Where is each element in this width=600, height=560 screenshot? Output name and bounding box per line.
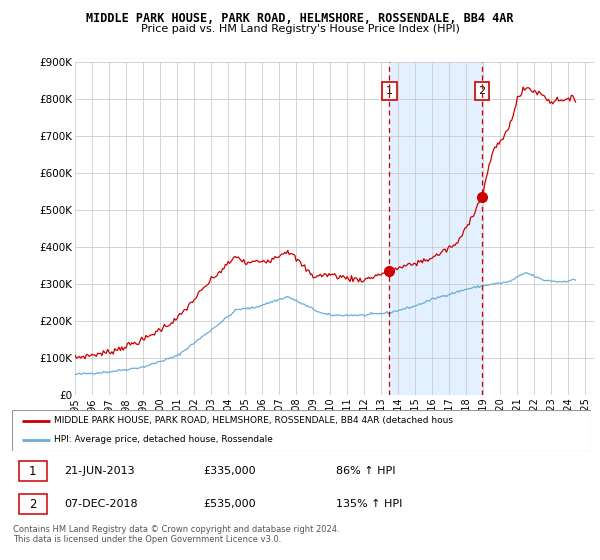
Text: MIDDLE PARK HOUSE, PARK ROAD, HELMSHORE, ROSSENDALE, BB4 4AR: MIDDLE PARK HOUSE, PARK ROAD, HELMSHORE,… xyxy=(86,12,514,25)
Bar xyxy=(19,461,47,481)
Text: 2: 2 xyxy=(29,498,37,511)
Text: £535,000: £535,000 xyxy=(203,499,256,509)
Text: 07-DEC-2018: 07-DEC-2018 xyxy=(64,499,138,509)
Text: £335,000: £335,000 xyxy=(203,466,256,476)
Text: Price paid vs. HM Land Registry's House Price Index (HPI): Price paid vs. HM Land Registry's House … xyxy=(140,24,460,34)
Text: 135% ↑ HPI: 135% ↑ HPI xyxy=(336,499,403,509)
Bar xyxy=(19,494,47,514)
Text: MIDDLE PARK HOUSE, PARK ROAD, HELMSHORE, ROSSENDALE, BB4 4AR (detached hous: MIDDLE PARK HOUSE, PARK ROAD, HELMSHORE,… xyxy=(53,417,452,426)
Text: Contains HM Land Registry data © Crown copyright and database right 2024.
This d: Contains HM Land Registry data © Crown c… xyxy=(13,525,340,544)
Text: HPI: Average price, detached house, Rossendale: HPI: Average price, detached house, Ross… xyxy=(53,435,272,444)
Text: 1: 1 xyxy=(386,86,393,96)
Bar xyxy=(389,62,482,395)
Text: 86% ↑ HPI: 86% ↑ HPI xyxy=(336,466,396,476)
Text: 2: 2 xyxy=(478,86,485,96)
Text: 1: 1 xyxy=(29,465,37,478)
Text: 21-JUN-2013: 21-JUN-2013 xyxy=(64,466,135,476)
